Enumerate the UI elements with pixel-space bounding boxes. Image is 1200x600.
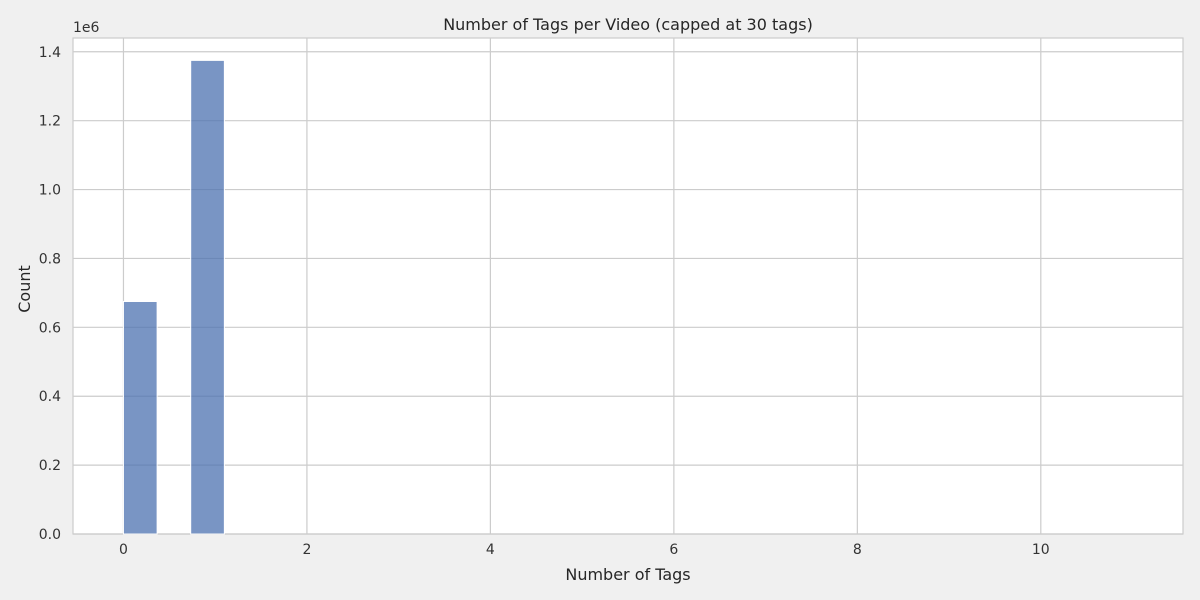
x-tick-label: 2 bbox=[302, 542, 311, 558]
y-tick-label: 0.0 bbox=[39, 527, 61, 543]
y-tick-label: 1.2 bbox=[39, 114, 61, 130]
tick-labels: 0 2 4 6 8 10 0.0 0.2 0.4 0.6 0.8 1.0 1.2 1.4 bbox=[39, 45, 1050, 558]
y-axis-label: Count bbox=[15, 265, 34, 313]
y-tick-label: 1.4 bbox=[39, 45, 61, 61]
histogram-bar bbox=[122, 301, 158, 535]
chart-title: Number of Tags per Video (capped at 30 t… bbox=[443, 15, 813, 34]
x-tick-label: 8 bbox=[853, 542, 862, 558]
bars bbox=[122, 59, 225, 535]
y-offset-label: 1e6 bbox=[73, 20, 100, 36]
y-tick-label: 0.6 bbox=[39, 320, 61, 336]
y-tick-label: 0.8 bbox=[39, 251, 61, 267]
x-axis-label: Number of Tags bbox=[565, 565, 690, 584]
x-tick-label: 4 bbox=[486, 542, 495, 558]
y-tick-label: 0.2 bbox=[39, 458, 61, 474]
grid-lines bbox=[73, 38, 1183, 535]
y-tick-label: 0.4 bbox=[39, 389, 61, 405]
y-tick-label: 1.0 bbox=[39, 183, 61, 199]
plot-area bbox=[72, 37, 1184, 535]
x-tick-label: 10 bbox=[1032, 542, 1050, 558]
histogram-bar bbox=[190, 59, 225, 535]
x-tick-label: 0 bbox=[119, 542, 128, 558]
x-tick-label: 6 bbox=[669, 542, 678, 558]
